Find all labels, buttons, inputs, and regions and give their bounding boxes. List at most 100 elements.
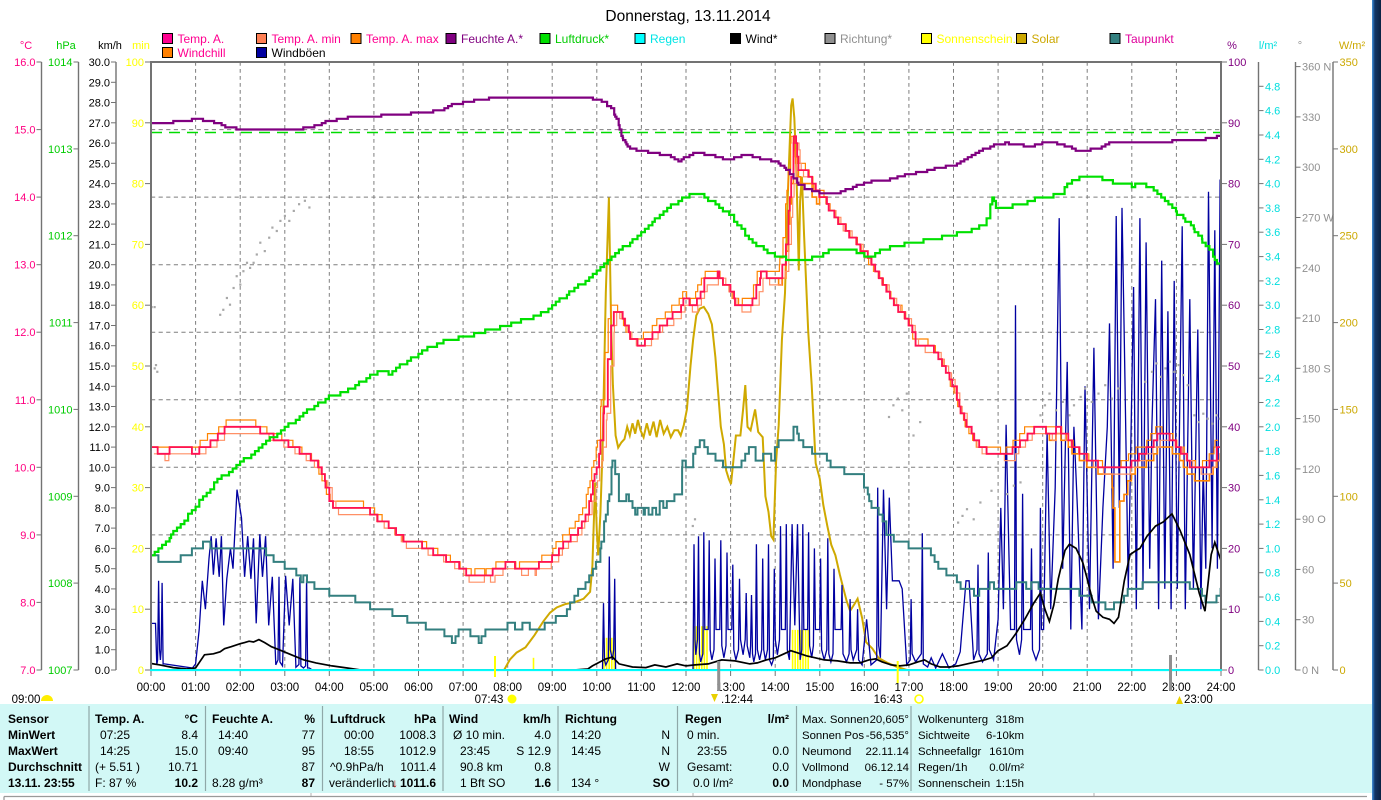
svg-text:Vollmond: Vollmond bbox=[802, 762, 849, 774]
svg-text:80: 80 bbox=[1228, 179, 1240, 191]
svg-text:09:40: 09:40 bbox=[218, 744, 248, 758]
svg-text:134 °: 134 ° bbox=[571, 776, 599, 790]
svg-text:20: 20 bbox=[1228, 543, 1240, 555]
svg-text:8.4: 8.4 bbox=[181, 728, 198, 742]
svg-text:1013: 1013 bbox=[48, 144, 72, 156]
svg-text:40: 40 bbox=[132, 422, 144, 434]
svg-text:13.0: 13.0 bbox=[89, 402, 110, 414]
svg-text:Windchill: Windchill bbox=[178, 46, 226, 60]
svg-text:1011.6: 1011.6 bbox=[400, 776, 436, 790]
svg-text:Wind: Wind bbox=[449, 712, 478, 726]
svg-text:10.0: 10.0 bbox=[89, 462, 110, 474]
svg-text:180 S: 180 S bbox=[1302, 363, 1331, 375]
svg-text:210: 210 bbox=[1302, 313, 1320, 325]
svg-text:1.6: 1.6 bbox=[534, 776, 551, 790]
svg-text:0 N: 0 N bbox=[1302, 665, 1319, 677]
svg-text:20,605°: 20,605° bbox=[870, 714, 909, 726]
svg-text:70: 70 bbox=[132, 239, 144, 251]
svg-text:3.0: 3.0 bbox=[1265, 300, 1280, 312]
svg-text:1610m: 1610m bbox=[989, 746, 1024, 758]
svg-text:1 Bft SO: 1 Bft SO bbox=[460, 776, 505, 790]
svg-text:90: 90 bbox=[1228, 118, 1240, 130]
svg-text:MaxWert: MaxWert bbox=[8, 744, 58, 758]
svg-text:100: 100 bbox=[126, 57, 144, 69]
svg-text:2.0: 2.0 bbox=[95, 625, 110, 637]
svg-text:16.0: 16.0 bbox=[89, 341, 110, 353]
svg-text:01:00: 01:00 bbox=[181, 682, 210, 694]
svg-text:14.0: 14.0 bbox=[89, 381, 110, 393]
svg-text:4.0: 4.0 bbox=[1265, 179, 1280, 191]
svg-text:19.0: 19.0 bbox=[89, 280, 110, 292]
svg-text:7.0: 7.0 bbox=[95, 523, 110, 535]
svg-text:318m: 318m bbox=[996, 714, 1025, 726]
svg-text:23:55: 23:55 bbox=[697, 744, 727, 758]
svg-text:17:00: 17:00 bbox=[895, 682, 924, 694]
svg-text:07:00: 07:00 bbox=[449, 682, 478, 694]
svg-text:1.8: 1.8 bbox=[1265, 446, 1280, 458]
svg-text:95: 95 bbox=[302, 744, 316, 758]
svg-text:18:00: 18:00 bbox=[939, 682, 968, 694]
svg-text:0.0: 0.0 bbox=[772, 760, 789, 774]
svg-text:06.12.14: 06.12.14 bbox=[865, 762, 909, 774]
svg-text:24.0: 24.0 bbox=[89, 179, 110, 191]
svg-text:4.0: 4.0 bbox=[534, 728, 551, 742]
svg-text:00:00: 00:00 bbox=[137, 682, 166, 694]
svg-text:60: 60 bbox=[132, 300, 144, 312]
svg-text:4.2: 4.2 bbox=[1265, 154, 1280, 166]
svg-text:9.0: 9.0 bbox=[20, 530, 35, 542]
svg-text:Luftdruck: Luftdruck bbox=[330, 712, 386, 726]
svg-text:30: 30 bbox=[132, 483, 144, 495]
svg-text:0.0 l/m²: 0.0 l/m² bbox=[693, 776, 733, 790]
svg-text:3.0: 3.0 bbox=[95, 604, 110, 616]
svg-text:23.0: 23.0 bbox=[89, 199, 110, 211]
svg-text:26.0: 26.0 bbox=[89, 138, 110, 150]
svg-text:hPa: hPa bbox=[56, 40, 76, 52]
svg-text:200: 200 bbox=[1340, 318, 1358, 330]
svg-text:25.0: 25.0 bbox=[89, 158, 110, 170]
svg-text:↓: ↓ bbox=[392, 776, 398, 790]
svg-text:87: 87 bbox=[302, 776, 316, 790]
svg-text:0.2: 0.2 bbox=[1265, 641, 1280, 653]
svg-text:°C: °C bbox=[185, 712, 199, 726]
svg-text:30.0: 30.0 bbox=[89, 57, 110, 69]
svg-text:03:00: 03:00 bbox=[270, 682, 299, 694]
svg-text:09:00: 09:00 bbox=[538, 682, 567, 694]
svg-text:87: 87 bbox=[302, 760, 316, 774]
svg-text:1010: 1010 bbox=[48, 404, 72, 416]
svg-text:0.6: 0.6 bbox=[1265, 592, 1280, 604]
svg-text:16.0: 16.0 bbox=[14, 57, 35, 69]
svg-text:0: 0 bbox=[1340, 665, 1346, 677]
svg-text:12.0: 12.0 bbox=[89, 422, 110, 434]
svg-text:30: 30 bbox=[1302, 615, 1314, 627]
svg-text:11.0: 11.0 bbox=[15, 395, 36, 407]
svg-text:Neumond: Neumond bbox=[802, 746, 851, 758]
svg-text:10.71: 10.71 bbox=[168, 760, 198, 774]
svg-text:Solar: Solar bbox=[1032, 32, 1060, 46]
svg-text:0.4: 0.4 bbox=[1265, 616, 1280, 628]
svg-text:12.0: 12.0 bbox=[14, 327, 35, 339]
svg-text:60: 60 bbox=[1228, 300, 1240, 312]
svg-text:05:00: 05:00 bbox=[360, 682, 389, 694]
svg-text:Sonnen Pos: Sonnen Pos bbox=[802, 730, 864, 742]
svg-text:10:00: 10:00 bbox=[582, 682, 611, 694]
svg-text:Feuchte A.: Feuchte A. bbox=[212, 712, 273, 726]
svg-text:Sonnenschein.: Sonnenschein. bbox=[937, 32, 1016, 46]
svg-text:15:00: 15:00 bbox=[805, 682, 834, 694]
svg-text:10: 10 bbox=[132, 604, 144, 616]
svg-text:2.6: 2.6 bbox=[1265, 349, 1280, 361]
svg-text:0.0: 0.0 bbox=[95, 665, 110, 677]
svg-text:29.0: 29.0 bbox=[89, 77, 110, 89]
svg-text:1.6: 1.6 bbox=[1265, 470, 1280, 482]
svg-text:Wind*: Wind* bbox=[746, 32, 778, 46]
svg-text:24:00: 24:00 bbox=[1207, 682, 1236, 694]
svg-text:4.4: 4.4 bbox=[1265, 130, 1280, 142]
svg-text:Richtung*: Richtung* bbox=[840, 32, 892, 46]
svg-text:15.0: 15.0 bbox=[175, 744, 199, 758]
svg-text:1014: 1014 bbox=[48, 57, 72, 69]
svg-text:23:00: 23:00 bbox=[1184, 694, 1213, 706]
svg-text:6-10km: 6-10km bbox=[986, 730, 1024, 742]
svg-text:350: 350 bbox=[1340, 57, 1358, 69]
svg-text:Feuchte A.*: Feuchte A.* bbox=[461, 32, 523, 46]
svg-text:8.0: 8.0 bbox=[20, 597, 35, 609]
svg-text:14:45: 14:45 bbox=[571, 744, 601, 758]
